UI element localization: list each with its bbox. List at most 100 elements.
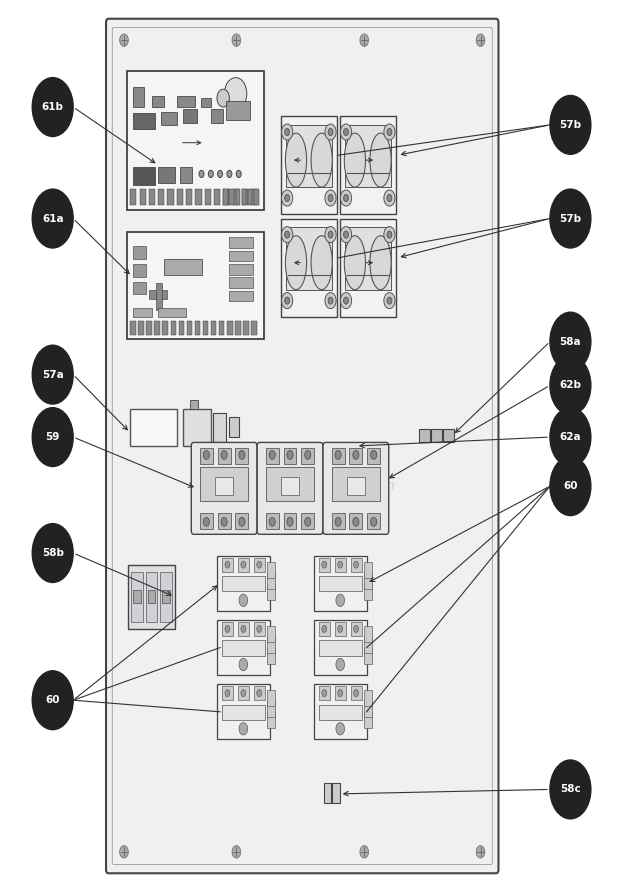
- Bar: [350, 448, 362, 464]
- Text: 58b: 58b: [42, 548, 64, 558]
- Bar: [235, 321, 241, 334]
- Circle shape: [32, 189, 73, 248]
- Circle shape: [304, 450, 311, 459]
- Circle shape: [241, 561, 246, 568]
- Circle shape: [322, 561, 327, 568]
- Bar: [335, 686, 346, 700]
- Bar: [195, 189, 202, 205]
- Circle shape: [225, 690, 230, 697]
- Bar: [266, 448, 278, 464]
- FancyBboxPatch shape: [191, 442, 257, 534]
- Bar: [332, 513, 345, 529]
- Bar: [127, 232, 264, 339]
- Circle shape: [371, 517, 377, 526]
- Bar: [213, 413, 226, 442]
- Circle shape: [325, 293, 336, 309]
- Bar: [335, 558, 346, 572]
- Bar: [301, 513, 314, 529]
- Circle shape: [384, 293, 395, 309]
- Circle shape: [336, 658, 345, 671]
- Circle shape: [340, 124, 352, 140]
- FancyBboxPatch shape: [323, 442, 389, 534]
- Circle shape: [343, 194, 348, 202]
- Circle shape: [360, 34, 368, 46]
- Bar: [186, 189, 192, 205]
- Bar: [133, 282, 146, 294]
- FancyBboxPatch shape: [257, 442, 323, 534]
- Circle shape: [241, 690, 246, 697]
- Bar: [187, 321, 192, 334]
- Text: 57b: 57b: [559, 213, 582, 224]
- Bar: [345, 227, 391, 290]
- Circle shape: [343, 297, 348, 304]
- Bar: [133, 167, 155, 185]
- Circle shape: [32, 671, 73, 730]
- Ellipse shape: [370, 133, 391, 187]
- Bar: [364, 562, 371, 578]
- Circle shape: [232, 846, 241, 858]
- Ellipse shape: [285, 235, 307, 290]
- Bar: [286, 227, 332, 290]
- Bar: [133, 591, 141, 603]
- Circle shape: [353, 561, 358, 568]
- Circle shape: [257, 561, 262, 568]
- Bar: [179, 321, 184, 334]
- Bar: [229, 291, 253, 301]
- Circle shape: [221, 517, 228, 526]
- Bar: [183, 409, 211, 446]
- Bar: [319, 640, 361, 656]
- Bar: [254, 686, 265, 700]
- Bar: [190, 400, 198, 409]
- Bar: [364, 713, 371, 729]
- Bar: [200, 513, 213, 529]
- Bar: [229, 237, 253, 248]
- Circle shape: [338, 625, 343, 632]
- Bar: [162, 591, 170, 603]
- Circle shape: [241, 625, 246, 632]
- Circle shape: [353, 625, 358, 632]
- Bar: [267, 573, 275, 589]
- Bar: [222, 686, 233, 700]
- Circle shape: [281, 124, 293, 140]
- Bar: [340, 116, 396, 214]
- Bar: [254, 622, 265, 636]
- Bar: [364, 573, 371, 589]
- Bar: [443, 429, 454, 442]
- Bar: [219, 321, 224, 334]
- Text: 61a: 61a: [42, 213, 63, 224]
- Bar: [222, 622, 233, 636]
- Circle shape: [328, 297, 333, 304]
- Circle shape: [257, 690, 262, 697]
- Circle shape: [338, 690, 343, 697]
- Circle shape: [476, 846, 485, 858]
- Bar: [281, 219, 337, 317]
- Bar: [223, 189, 229, 205]
- Text: 62a: 62a: [560, 432, 581, 442]
- Circle shape: [387, 297, 392, 304]
- Bar: [251, 321, 257, 334]
- Circle shape: [340, 227, 352, 243]
- Circle shape: [32, 345, 73, 404]
- Circle shape: [281, 190, 293, 206]
- Circle shape: [353, 690, 358, 697]
- Text: 60: 60: [45, 695, 60, 706]
- Bar: [200, 467, 248, 501]
- Circle shape: [285, 128, 290, 136]
- Bar: [267, 701, 275, 717]
- Circle shape: [269, 517, 275, 526]
- Circle shape: [384, 124, 395, 140]
- Circle shape: [239, 594, 247, 607]
- Bar: [222, 576, 265, 591]
- Bar: [200, 448, 213, 464]
- Circle shape: [550, 95, 591, 154]
- Circle shape: [325, 227, 336, 243]
- Circle shape: [387, 128, 392, 136]
- Circle shape: [199, 170, 204, 178]
- Circle shape: [32, 78, 73, 136]
- Bar: [195, 321, 200, 334]
- Bar: [202, 98, 211, 107]
- Bar: [140, 189, 146, 205]
- Bar: [364, 648, 371, 665]
- Bar: [254, 189, 259, 205]
- Bar: [281, 476, 299, 495]
